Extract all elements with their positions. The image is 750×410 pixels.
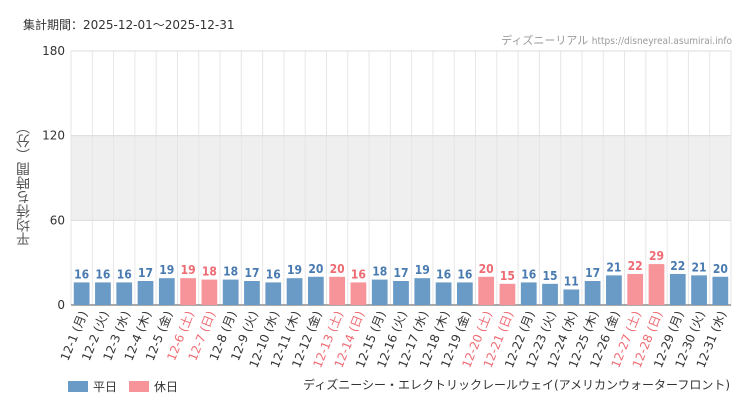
bar bbox=[307, 276, 324, 305]
bar bbox=[627, 273, 644, 305]
bar bbox=[286, 278, 303, 305]
source-url[interactable]: https://disneyreal.asumirai.info bbox=[591, 36, 732, 47]
data-label: 19 bbox=[287, 263, 302, 277]
bar bbox=[563, 289, 580, 305]
grid-band bbox=[71, 135, 731, 221]
data-label: 21 bbox=[692, 260, 707, 274]
data-label: 16 bbox=[266, 267, 281, 281]
data-label: 21 bbox=[606, 260, 621, 274]
data-label: 17 bbox=[244, 266, 259, 280]
bar bbox=[691, 275, 707, 305]
bar bbox=[329, 276, 346, 305]
data-label: 20 bbox=[330, 262, 345, 276]
bar bbox=[116, 282, 133, 305]
data-label: 22 bbox=[670, 259, 685, 273]
attraction-name: ディズニーシー・エレクトリックレールウェイ(アメリカンウォーターフロント) bbox=[303, 378, 730, 392]
bar bbox=[73, 282, 90, 305]
bar bbox=[478, 276, 495, 305]
data-label: 15 bbox=[500, 269, 515, 283]
y-tick-label: 0 bbox=[57, 298, 65, 312]
bar bbox=[222, 279, 239, 305]
data-label: 18 bbox=[202, 265, 217, 279]
data-label: 20 bbox=[713, 262, 728, 276]
data-label: 16 bbox=[74, 267, 89, 281]
bar bbox=[456, 282, 473, 305]
data-label: 20 bbox=[308, 262, 323, 276]
bar bbox=[499, 283, 516, 305]
bar bbox=[712, 276, 729, 305]
data-label: 15 bbox=[543, 269, 558, 283]
data-label: 11 bbox=[564, 274, 579, 288]
bar bbox=[606, 275, 622, 305]
data-label: 16 bbox=[521, 267, 536, 281]
source-credit: ディズニーリアル https://disneyreal.asumirai.inf… bbox=[501, 32, 732, 48]
bar bbox=[393, 281, 409, 305]
data-label: 17 bbox=[393, 266, 408, 280]
data-label: 18 bbox=[372, 265, 387, 279]
bar bbox=[435, 282, 452, 305]
data-label: 17 bbox=[585, 266, 600, 280]
data-label: 16 bbox=[95, 267, 110, 281]
data-label: 20 bbox=[479, 262, 494, 276]
aggregation-period: 集計期間：2025-12-01～2025-12-31 bbox=[23, 18, 235, 32]
data-label: 18 bbox=[223, 265, 238, 279]
legend-swatch-holiday bbox=[129, 381, 150, 392]
y-tick-label: 60 bbox=[50, 213, 65, 227]
y-tick-label: 120 bbox=[42, 129, 65, 143]
bar bbox=[201, 279, 218, 305]
legend-swatch-weekday bbox=[68, 381, 88, 392]
bar bbox=[244, 281, 260, 305]
bar bbox=[137, 281, 154, 305]
bar bbox=[265, 282, 282, 305]
data-label: 19 bbox=[415, 263, 430, 277]
bar bbox=[180, 278, 196, 305]
bar bbox=[669, 273, 686, 305]
bar bbox=[158, 278, 175, 305]
legend-label-holiday: 休日 bbox=[154, 380, 179, 394]
bar bbox=[414, 278, 431, 305]
data-label: 16 bbox=[351, 267, 366, 281]
data-label: 17 bbox=[138, 266, 153, 280]
bar bbox=[371, 279, 388, 305]
bar bbox=[95, 282, 111, 305]
data-label: 19 bbox=[181, 263, 196, 277]
bar bbox=[350, 282, 367, 305]
bar bbox=[584, 281, 601, 305]
data-label: 16 bbox=[436, 267, 451, 281]
y-tick-label: 180 bbox=[42, 44, 65, 58]
bar bbox=[542, 283, 558, 305]
source-name: ディズニーリアル bbox=[501, 34, 589, 47]
data-label: 19 bbox=[159, 263, 174, 277]
legend-item-weekday: 平日 bbox=[68, 378, 117, 395]
data-label: 22 bbox=[628, 259, 643, 273]
legend: 平日 休日 bbox=[68, 378, 178, 395]
bar bbox=[520, 282, 537, 305]
data-label: 16 bbox=[457, 267, 472, 281]
data-label: 29 bbox=[649, 249, 664, 263]
legend-label-weekday: 平日 bbox=[93, 380, 118, 394]
data-label: 16 bbox=[117, 267, 132, 281]
bar bbox=[648, 264, 665, 305]
legend-item-holiday: 休日 bbox=[129, 378, 178, 395]
